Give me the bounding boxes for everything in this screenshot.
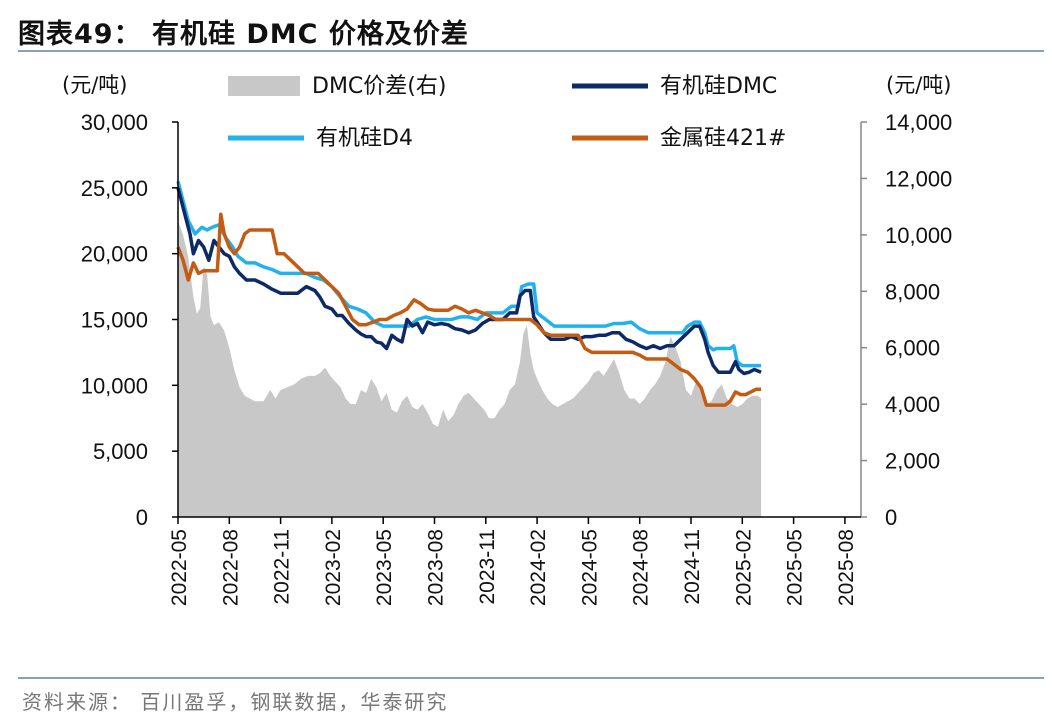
x-tick-label: 2023-05 — [373, 529, 396, 606]
x-tick-label: 2024-05 — [578, 529, 601, 606]
x-tick-label: 2025-08 — [835, 529, 858, 606]
series-line-d4 — [176, 180, 762, 368]
series-area-dmc-spread — [178, 220, 762, 518]
series-line-metal-silicon — [176, 212, 762, 407]
y-left-tick-label: 25,000 — [81, 176, 148, 201]
title-divider — [18, 50, 1044, 52]
y-left-tick-label: 10,000 — [81, 373, 148, 398]
x-tick-label: 2022-08 — [219, 529, 242, 606]
y-right-tick-label: 10,000 — [885, 223, 952, 248]
legend-label: 有机硅D4 — [316, 126, 413, 151]
y-right-tick-label: 6,000 — [885, 336, 940, 361]
y-left-tick-label: 30,000 — [81, 110, 148, 135]
legend-label: DMC价差(右) — [312, 74, 446, 99]
legend-item: 有机硅DMC — [572, 74, 777, 99]
legend-item: 金属硅421# — [572, 126, 786, 151]
y-right-tick-label: 0 — [885, 505, 897, 530]
x-tick-label: 2023-08 — [425, 529, 448, 606]
chart: 0 5,000 10,000 15,000 20,000 25,000 30,000 0 2,0… — [62, 73, 952, 606]
y-left-unit-label: (元/吨) — [62, 73, 127, 97]
legend-label: 有机硅DMC — [660, 74, 777, 99]
y-left-tick-label: 15,000 — [81, 308, 148, 333]
y-right-tick-label: 12,000 — [885, 166, 952, 191]
page-title: 图表49： 有机硅 DMC 价格及价差 — [18, 19, 469, 50]
y-right-tick-label: 8,000 — [885, 279, 940, 304]
y-left-tick-label: 20,000 — [81, 242, 148, 267]
x-tick-label: 2023-11 — [476, 529, 499, 605]
y-right-tick-label: 14,000 — [885, 110, 952, 135]
y-right-tick-label: 2,000 — [885, 449, 940, 474]
y-left-tick-label: 5,000 — [93, 439, 148, 464]
x-tick-label: 2025-05 — [784, 529, 807, 606]
x-tick-label: 2025-02 — [732, 529, 755, 606]
x-tick-label: 2024-11 — [681, 529, 704, 605]
y-right-unit-label: (元/吨) — [886, 73, 951, 97]
legend-item: DMC价差(右) — [228, 74, 446, 99]
footer-divider — [18, 677, 1044, 679]
y-left-tick-label: 0 — [136, 505, 148, 530]
x-tick-label: 2024-02 — [527, 529, 550, 606]
x-tick-label: 2023-02 — [322, 529, 345, 606]
source-note: 资料来源： 百川盈孚，钢联数据，华泰研究 — [22, 690, 449, 714]
legend-label: 金属硅421# — [660, 126, 786, 151]
x-tick-label: 2024-08 — [630, 529, 653, 606]
y-right-tick-label: 4,000 — [885, 392, 940, 417]
legend-item: 有机硅D4 — [228, 126, 413, 151]
legend-swatch-area — [228, 76, 300, 96]
x-tick-label: 2022-11 — [271, 529, 294, 605]
series-line-dmc — [176, 187, 762, 376]
x-tick-label: 2022-05 — [168, 529, 191, 606]
